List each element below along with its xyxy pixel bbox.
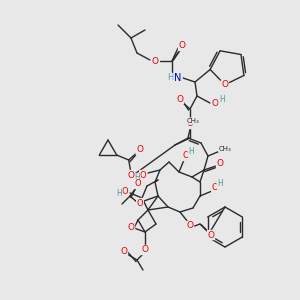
Text: O: O: [135, 179, 141, 188]
Text: O: O: [128, 224, 134, 232]
Text: O: O: [121, 247, 128, 256]
Text: H: H: [134, 173, 140, 182]
Text: O: O: [217, 160, 224, 169]
Text: O: O: [183, 152, 189, 160]
Text: CH₃: CH₃: [219, 146, 231, 152]
Text: O: O: [178, 41, 185, 50]
Text: CH₃: CH₃: [187, 118, 200, 124]
Text: O: O: [142, 245, 148, 254]
Text: H: H: [188, 148, 194, 157]
Text: H: H: [217, 179, 223, 188]
Text: O: O: [187, 119, 194, 128]
Text: O: O: [137, 199, 143, 208]
Text: O: O: [212, 184, 218, 193]
Text: O: O: [122, 187, 128, 196]
Text: O: O: [176, 94, 184, 103]
Text: O: O: [127, 170, 134, 179]
Text: O: O: [212, 98, 218, 107]
Text: H: H: [219, 95, 225, 104]
Text: O: O: [221, 80, 228, 89]
Text: O: O: [208, 230, 214, 239]
Text: H: H: [167, 74, 173, 82]
Text: N: N: [174, 73, 182, 83]
Text: O: O: [187, 221, 194, 230]
Text: O: O: [140, 170, 146, 179]
Text: H: H: [116, 190, 122, 199]
Text: O: O: [136, 146, 143, 154]
Text: O: O: [152, 56, 158, 65]
